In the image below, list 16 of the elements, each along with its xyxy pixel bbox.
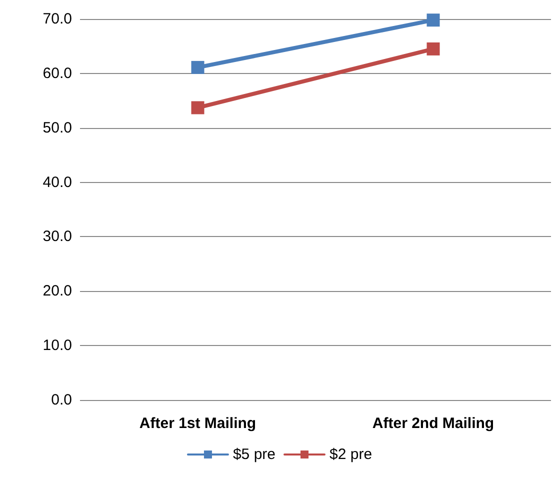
y-tick-label: 20.0 <box>42 282 72 300</box>
y-tick-label: 0.0 <box>51 392 72 408</box>
legend-label: $5 pre <box>232 446 276 463</box>
legend-label: $2 pre <box>330 446 372 463</box>
x-tick-label: After 2nd Mailing <box>372 415 494 432</box>
y-tick-label: 70.0 <box>42 10 72 28</box>
point <box>191 60 204 74</box>
point <box>426 14 440 27</box>
y-tick-label: 40.0 <box>42 174 72 191</box>
point <box>191 101 204 114</box>
y-tick-label: 10.0 <box>42 337 72 354</box>
y-tick-label: 30.0 <box>42 228 72 246</box>
point <box>426 42 440 56</box>
y-tick-label: 50.0 <box>42 119 72 136</box>
y-tick-label: 60.0 <box>42 64 72 82</box>
x-tick-label: After 1st Mailing <box>139 415 256 432</box>
